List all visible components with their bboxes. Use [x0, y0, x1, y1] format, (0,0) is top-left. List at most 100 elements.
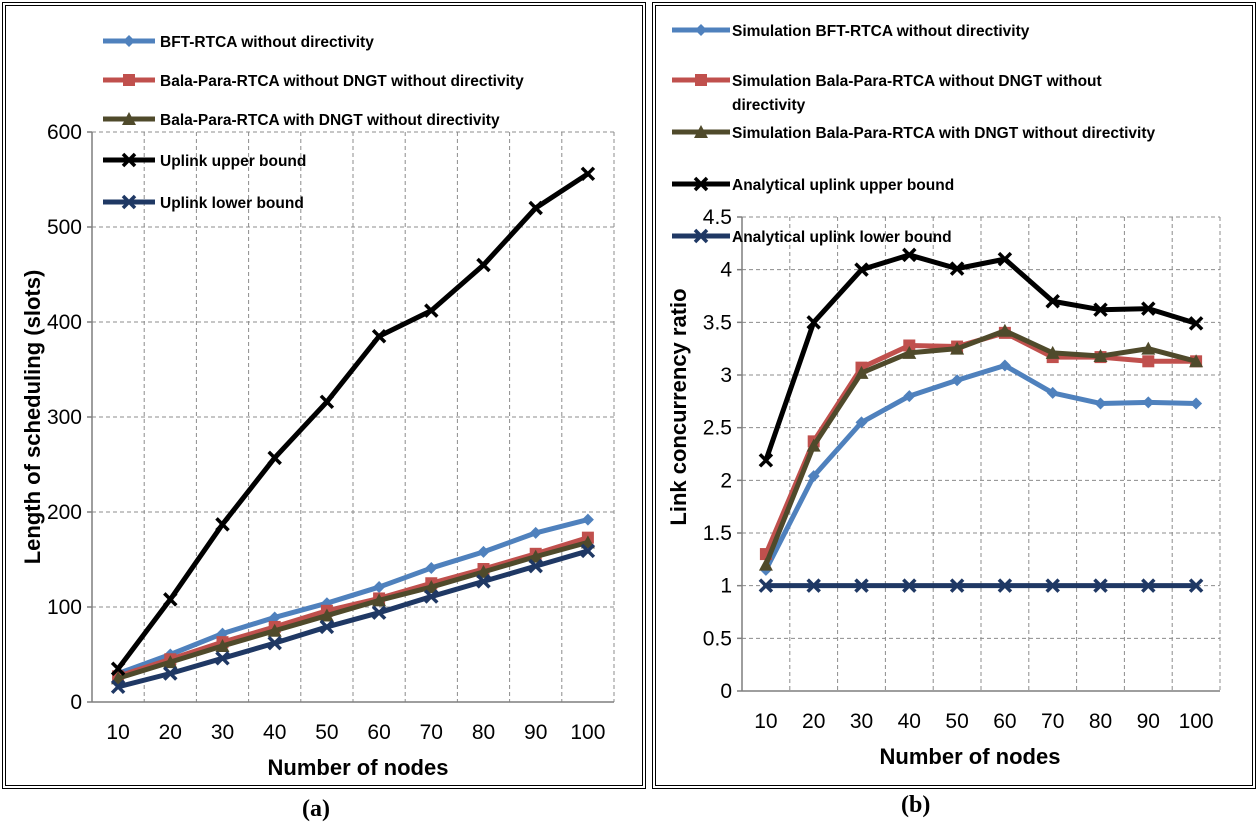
chart-a-series-4-point [215, 517, 230, 532]
chart-a-grid [92, 131, 615, 702]
chart-a-series-1-point [268, 611, 281, 624]
chart-a-series-4-point [580, 166, 596, 182]
chart-a-series-5-point [163, 666, 178, 681]
chart-b-legend-label: Analytical uplink upper bound [732, 177, 954, 194]
chart-a-series-5-point [528, 558, 543, 574]
chart-b-series-4-point [854, 262, 869, 277]
chart-b-legend-marker [695, 74, 707, 86]
chart-b-y-tick-label: 0.5 [703, 627, 732, 650]
chart-b-series-3-point [854, 365, 869, 379]
chart-b-series-1-line [763, 363, 1197, 572]
caption-a: (a) [302, 796, 330, 822]
chart-a-x-tick-label: 30 [211, 721, 234, 744]
chart-a-series-5-point [215, 651, 230, 666]
chart-b-series-5 [758, 578, 1204, 593]
chart-b-series-1-point [903, 390, 916, 403]
chart-a-series-5-point [319, 619, 335, 635]
chart-a-series-4-point [163, 592, 178, 607]
chart-b-x-tick-label: 70 [1041, 710, 1064, 733]
chart-b-legend-item: Analytical uplink upper bound [672, 176, 954, 194]
chart-a-x-tick-label: 40 [263, 721, 286, 744]
chart-b-series-1-point [855, 416, 868, 429]
chart-a-x-tick-label: 60 [367, 721, 390, 744]
chart-b-legend-item: Simulation Bala-Para-RTCA with DNGT with… [672, 125, 1156, 142]
chart-a-series-5 [110, 543, 596, 695]
chart-b-series-4-point [1045, 294, 1060, 309]
chart-b-series-1-point [1190, 397, 1203, 410]
chart-a-series-1-point [529, 526, 542, 539]
chart-a-series-4-line [116, 171, 590, 671]
chart-b-series-4-point [949, 261, 965, 276]
chart-b-series-2-point [903, 339, 916, 352]
chart-a-x-tick-label: 90 [524, 721, 547, 744]
chart-b-legend-item: Analytical uplink lower bound [672, 228, 952, 246]
chart-b-x-tick-label: 90 [1137, 710, 1160, 733]
chart-a-legend-label: Bala-Para-RTCA without DNGT without dire… [160, 73, 524, 90]
chart-a-series-3-point [372, 593, 387, 607]
chart-b-y-tick-label: 0 [720, 680, 732, 703]
chart-a-series-4-point [424, 303, 439, 318]
chart-b-x-tick-label: 100 [1179, 710, 1214, 733]
chart-b-series-5-point [1093, 578, 1108, 593]
chart-b-series-1-point [1094, 397, 1107, 410]
chart-b-x-tick-label: 80 [1089, 710, 1112, 733]
chart-b-series-1-point [998, 359, 1011, 372]
chart-b-series-4 [758, 247, 1204, 468]
chart-a-legend-marker [123, 74, 135, 86]
chart-b-legend-marker [693, 228, 709, 244]
chart-a-x-tick-label: 80 [472, 721, 495, 744]
chart-b-series-5-point [758, 578, 774, 593]
chart-b-series-1-point [1142, 396, 1155, 409]
chart-a: 0 100 200 300 400 500 600 10 20 30 40 50 60 70 80 90 100… [20, 34, 615, 780]
chart-a-series-3-point [215, 638, 230, 652]
chart-a-series-4-point [476, 257, 491, 273]
chart-a-legend-label: BFT-RTCA without directivity [160, 34, 374, 51]
chart-b-series-3-line [763, 328, 1197, 566]
chart-b-series-3 [758, 323, 1204, 571]
chart-a-series-1-point [373, 581, 386, 594]
chart-b-series-1-point [1046, 386, 1059, 399]
chart-b-legend-marker [695, 24, 707, 36]
chart-b: 0 0.5 1 1.5 2 2.5 3 3.5 4 4.5 10 20 30 40 50 60 70 80 90 10… [666, 23, 1221, 769]
chart-b-series-3-point [1045, 345, 1060, 359]
chart-a-series-4-point [110, 661, 126, 676]
chart-a-series-3-line [117, 539, 589, 681]
chart-b-x-tick-label: 40 [898, 710, 921, 733]
chart-a-y-tick-label: 200 [47, 501, 82, 524]
chart-a-series-3-point [267, 623, 282, 637]
chart-b-series-4-point [758, 453, 774, 468]
chart-a-legend-item: Bala-Para-RTCA with DNGT without directi… [103, 112, 500, 129]
chart-b-series-5-point [997, 578, 1013, 593]
chart-a-legend-label: Uplink upper bound [160, 153, 306, 170]
caption-b: (b) [901, 792, 931, 818]
chart-b-series-4-point [997, 251, 1013, 267]
chart-b-y-tick-label: 1.5 [703, 522, 732, 545]
chart-a-series-4-point [528, 200, 543, 216]
chart-b-grid [742, 216, 1221, 691]
chart-a-x-axis-title: Number of nodes [268, 755, 449, 780]
chart-b-series-5-point [949, 578, 965, 593]
chart-b-series-4-point [902, 247, 917, 263]
chart-b-y-tick-label: 4 [720, 259, 732, 282]
chart-a-x-tick-label: 100 [570, 721, 605, 744]
chart-a-y-tick-label: 0 [70, 691, 82, 714]
chart-b-series-4-point [1188, 316, 1204, 331]
chart-b-y-axis-title: Link concurrency ratio [666, 288, 691, 525]
chart-a-y-tick-label: 500 [47, 216, 82, 239]
chart-a-series-4-point [267, 450, 282, 466]
chart-b-series-1-point [807, 470, 820, 483]
chart-b-x-axis-title: Number of nodes [880, 744, 1061, 769]
chart-a-series-5-point [476, 574, 491, 589]
chart-a-series-1-line [117, 517, 589, 676]
chart-b-series-5-point [806, 578, 821, 593]
chart-b-series-3-point [1189, 354, 1204, 368]
chart-b-x-tick-label: 60 [993, 710, 1016, 733]
chart-a-legend-label: Bala-Para-RTCA with DNGT without directi… [160, 112, 500, 129]
chart-a-x-tick-label: 50 [315, 721, 338, 744]
chart-a-x-tick-label: 20 [159, 721, 182, 744]
chart-a-x-tick-label: 70 [420, 721, 443, 744]
chart-a-series-1-point [425, 562, 438, 575]
chart-b-series-4-point [1141, 301, 1156, 316]
chart-a-series-5-point [371, 605, 387, 620]
chart-b-x-tick-label: 30 [850, 710, 873, 733]
